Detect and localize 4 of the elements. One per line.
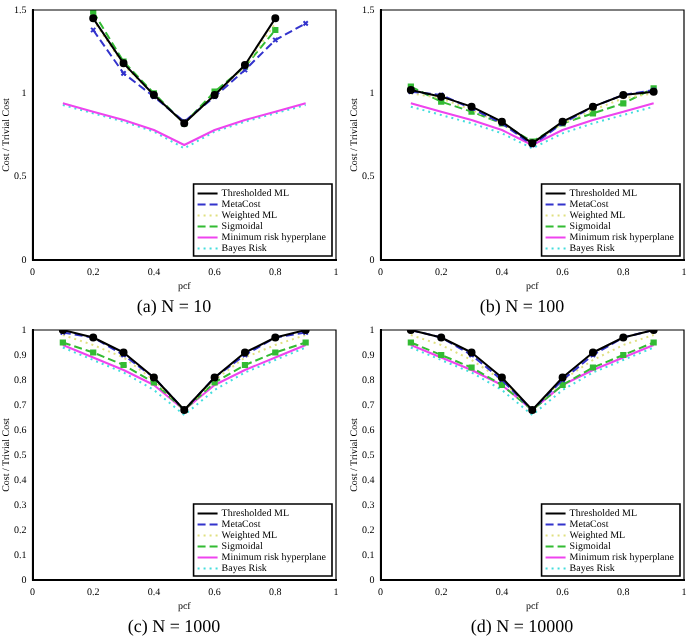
text: (c) N = 1000	[125, 614, 223, 640]
text: (a) N = 10	[134, 294, 214, 320]
text: (d) N = 10000	[468, 614, 576, 640]
text: (b) N = 100	[477, 294, 567, 320]
